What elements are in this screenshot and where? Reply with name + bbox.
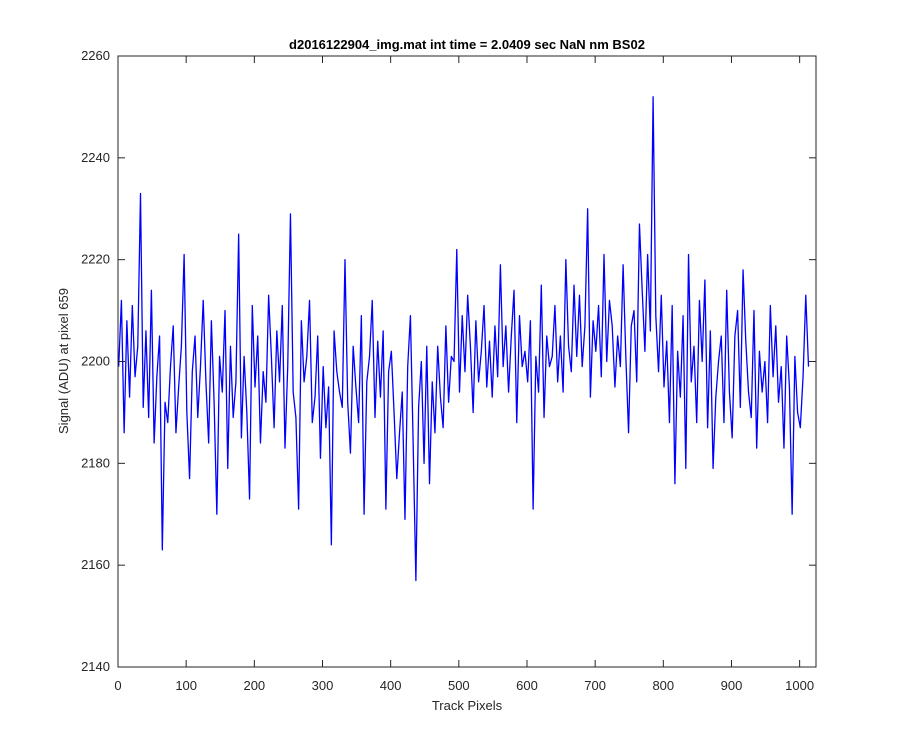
y-axis-label: Signal (ADU) at pixel 659 [56, 288, 71, 434]
y-tick-label: 2140 [81, 659, 110, 674]
y-tick-label: 2220 [81, 252, 110, 267]
y-tick-label: 2180 [81, 455, 110, 470]
tick-layer: 0 100 200 300 400 500 600 700 800 900 1000 2140 2160… [81, 48, 816, 693]
x-tick-label: 600 [516, 678, 538, 693]
x-tick-label: 500 [448, 678, 470, 693]
y-tick-label: 2240 [81, 150, 110, 165]
series-line [118, 96, 810, 582]
x-axis-label: Track Pixels [432, 698, 503, 713]
series-layer [118, 96, 810, 582]
x-tick-label: 800 [652, 678, 674, 693]
x-tick-label: 100 [175, 678, 197, 693]
x-tick-label: 400 [380, 678, 402, 693]
y-tick-label: 2260 [81, 48, 110, 63]
plot-area [118, 56, 816, 667]
chart-title: d2016122904_img.mat int time = 2.0409 se… [289, 37, 645, 52]
x-tick-label: 700 [584, 678, 606, 693]
x-tick-label: 1000 [785, 678, 814, 693]
x-tick-label: 0 [114, 678, 121, 693]
plot-frame [117, 55, 817, 668]
y-tick-label: 2200 [81, 354, 110, 369]
x-tick-label: 900 [721, 678, 743, 693]
x-tick-label: 300 [312, 678, 334, 693]
y-tick-label: 2160 [81, 557, 110, 572]
x-tick-label: 200 [243, 678, 265, 693]
